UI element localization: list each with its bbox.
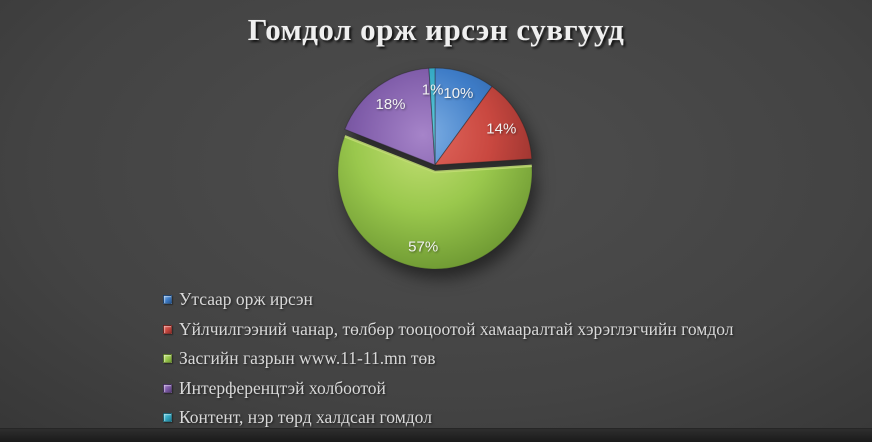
legend-item-content[interactable]: Контент, нэр төрд халдсан гомдол (163, 403, 734, 433)
legend-item-uilchilgee[interactable]: Үйлчилгээний чанар, төлбөр тооцоотой хам… (163, 315, 734, 345)
legend-marker-green-icon (163, 354, 172, 364)
legend-label: Интерференцтэй холбоотой (179, 377, 386, 398)
chart-legend: Утсаар орж ирсэн Үйлчилгээний чанар, төл… (163, 285, 734, 433)
legend-item-zasgiin[interactable]: Засгийн газрын www.11-11.mn төв (163, 344, 734, 374)
legend-marker-purple-icon (163, 383, 172, 393)
pie-slice-interference[interactable] (344, 67, 436, 166)
pie-slice-utsaar[interactable] (434, 67, 493, 167)
legend-marker-red-icon (163, 324, 172, 334)
pie-data-label: 57% (408, 239, 438, 256)
pie-data-label: 10% (443, 85, 473, 102)
legend-label: Контент, нэр төрд халдсан гомдол (179, 407, 432, 428)
pie-slice-highlight (344, 135, 532, 174)
slide-bottom-edge (0, 428, 872, 442)
legend-label: Засгийн газрын www.11-11.mn төв (179, 348, 436, 369)
legend-label: Үйлчилгээний чанар, төлбөр тооцоотой хам… (179, 318, 734, 339)
legend-label: Утсаар орж ирсэн (179, 289, 313, 310)
legend-marker-blue-icon (163, 295, 172, 305)
pie-slice-uilchilgee[interactable] (433, 85, 533, 166)
legend-marker-teal-icon (163, 413, 172, 423)
pie-group: 10% 14% 57% 18% 1% (337, 67, 533, 270)
legend-item-utsaar[interactable]: Утсаар орж ирсэн (163, 285, 734, 315)
pie-data-label: 14% (486, 121, 516, 138)
pie-slice-content[interactable] (428, 67, 436, 166)
pie-data-label: 18% (376, 96, 406, 113)
chart-title: Гомдол орж ирсэн сувгууд (247, 12, 625, 47)
pie-data-label: 1% (422, 81, 444, 98)
legend-item-interference[interactable]: Интерференцтэй холбоотой (163, 374, 734, 404)
